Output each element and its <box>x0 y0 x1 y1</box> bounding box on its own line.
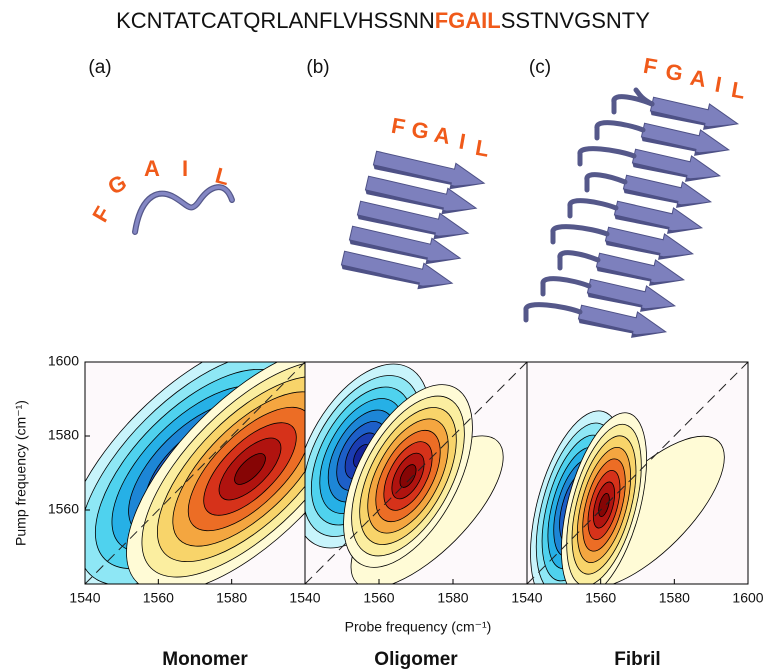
x-tick-label: 1560 <box>363 590 394 606</box>
spectrum-panel <box>512 362 748 615</box>
strand-tail <box>587 175 625 190</box>
residue-letter: I <box>457 128 467 154</box>
residue-letter: I <box>713 71 723 97</box>
y-axis-label: Pump frequency (cm⁻¹) <box>13 400 29 546</box>
x-tick-label: 1580 <box>659 590 690 606</box>
x-axis-label: Probe frequency (cm⁻¹) <box>345 619 492 635</box>
sequence-highlight: FGAIL <box>435 8 501 33</box>
panel-label: (c) <box>529 57 551 78</box>
x-tick-label: 1560 <box>585 590 616 606</box>
residue-letter: A <box>432 122 452 149</box>
residue-letter: G <box>410 117 431 145</box>
panel-label: (b) <box>306 57 329 78</box>
residue-letter: A <box>688 65 708 92</box>
strand-tail <box>553 227 607 242</box>
strand-tail <box>560 253 598 268</box>
residue-letter: G <box>664 59 685 87</box>
x-tick-label: 1580 <box>437 590 468 606</box>
strand-tail <box>543 279 589 294</box>
residue-letter: L <box>213 163 232 191</box>
strand-tail <box>570 201 616 216</box>
residue-letter: F <box>641 53 659 80</box>
residue-letter: I <box>182 156 188 181</box>
monomer-strand <box>135 187 232 232</box>
residue-letter: L <box>729 77 747 104</box>
x-tick-label: 1540 <box>289 590 320 606</box>
monomer-strand <box>135 187 232 232</box>
strand-tail <box>580 149 634 164</box>
panel-title: Fibril <box>614 649 660 670</box>
sequence: KCNTATCATQRLANFLVHSSNNFGAILSSTNVGSNTY <box>116 8 650 33</box>
figure: KCNTATCATQRLANFLVHSSNNFGAILSSTNVGSNTY (a… <box>0 0 766 671</box>
strand-tail <box>526 305 580 320</box>
residue-letter: A <box>144 156 160 181</box>
x-tick-label: 1580 <box>216 590 247 606</box>
x-tick-label: 1540 <box>511 590 542 606</box>
panel-title: Monomer <box>162 649 248 670</box>
x-tick-label: 1600 <box>732 590 763 606</box>
spectrum-panel <box>266 342 527 611</box>
residue-letter: L <box>473 135 491 162</box>
page: {"sequence": {"before": "KCNTATCATQRLANF… <box>0 0 766 671</box>
residue-letter: G <box>103 169 130 199</box>
strand-tail <box>597 123 643 138</box>
x-tick-label: 1540 <box>69 590 100 606</box>
panel-label: (a) <box>88 57 111 78</box>
x-tick-label: 1560 <box>143 590 174 606</box>
residue-letter: F <box>87 202 115 226</box>
residue-letter: F <box>389 113 407 140</box>
y-tick-label: 1560 <box>48 501 79 517</box>
sequence-part: SSTNVGSNTY <box>501 8 650 33</box>
y-tick-label: 1600 <box>48 353 79 369</box>
sequence-part: KCNTATCATQRLANFLVHSSNN <box>116 8 435 33</box>
y-tick-label: 1580 <box>48 427 79 443</box>
panel-title: Oligomer <box>374 649 458 670</box>
